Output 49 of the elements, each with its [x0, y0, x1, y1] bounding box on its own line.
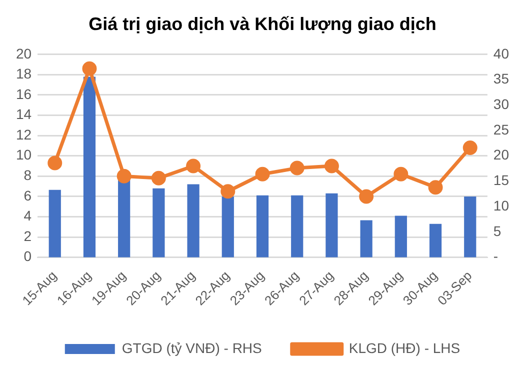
- point: [82, 61, 97, 76]
- y2-tick-label: 20: [493, 146, 510, 163]
- y-tick-label: 8: [24, 167, 32, 184]
- y2-tick-label: 15: [493, 172, 510, 188]
- legend-label: GTGD (tỷ VNĐ) - RHS: [122, 340, 262, 356]
- bar: [429, 224, 442, 258]
- point: [116, 168, 132, 184]
- bar: [48, 190, 61, 258]
- point: [48, 156, 62, 170]
- point: [359, 189, 374, 204]
- bar: [464, 196, 476, 258]
- bar: [256, 195, 269, 258]
- point: [290, 160, 304, 176]
- y2-tick-label: 35: [493, 70, 510, 87]
- y-tick-label: 0: [24, 248, 32, 264]
- y-tick-label: 14: [16, 106, 32, 122]
- point: [186, 158, 201, 174]
- legend-label: KLGD (HĐ) - LHS: [348, 340, 460, 356]
- bar: [187, 184, 200, 258]
- point: [151, 170, 166, 186]
- point: [255, 166, 270, 182]
- y-tick-label: 4: [24, 208, 32, 224]
- y-tick-label: 10: [16, 146, 32, 163]
- y-tick-label: 12: [16, 126, 32, 142]
- point: [394, 166, 408, 182]
- y2-tick-label: 30: [493, 96, 510, 112]
- y2-tick-label: 40: [493, 45, 510, 62]
- bar: [83, 76, 96, 258]
- y-tick-label: 6: [24, 187, 32, 204]
- chart-title: Giá trị giao dịch và Khối lượng giao dịch: [88, 14, 438, 36]
- y2-tick-label: 10: [493, 197, 510, 214]
- y2-tick-label: -: [493, 248, 498, 264]
- point: [220, 184, 236, 199]
- y-tick-label: 2: [24, 228, 32, 244]
- bar: [394, 216, 407, 258]
- y2-tick-label: 25: [493, 121, 510, 138]
- y-tick-label: 20: [16, 45, 32, 62]
- bar: [118, 179, 130, 258]
- y-tick-label: 16: [16, 86, 32, 102]
- point: [462, 140, 478, 155]
- point: [428, 180, 443, 195]
- bar: [152, 188, 165, 258]
- point: [324, 158, 339, 174]
- bar: [326, 193, 338, 258]
- y-tick-label: 18: [16, 66, 32, 82]
- bar: [222, 196, 234, 258]
- bar: [291, 195, 304, 258]
- y2-tick-label: 5: [493, 222, 502, 239]
- bar: [360, 220, 372, 258]
